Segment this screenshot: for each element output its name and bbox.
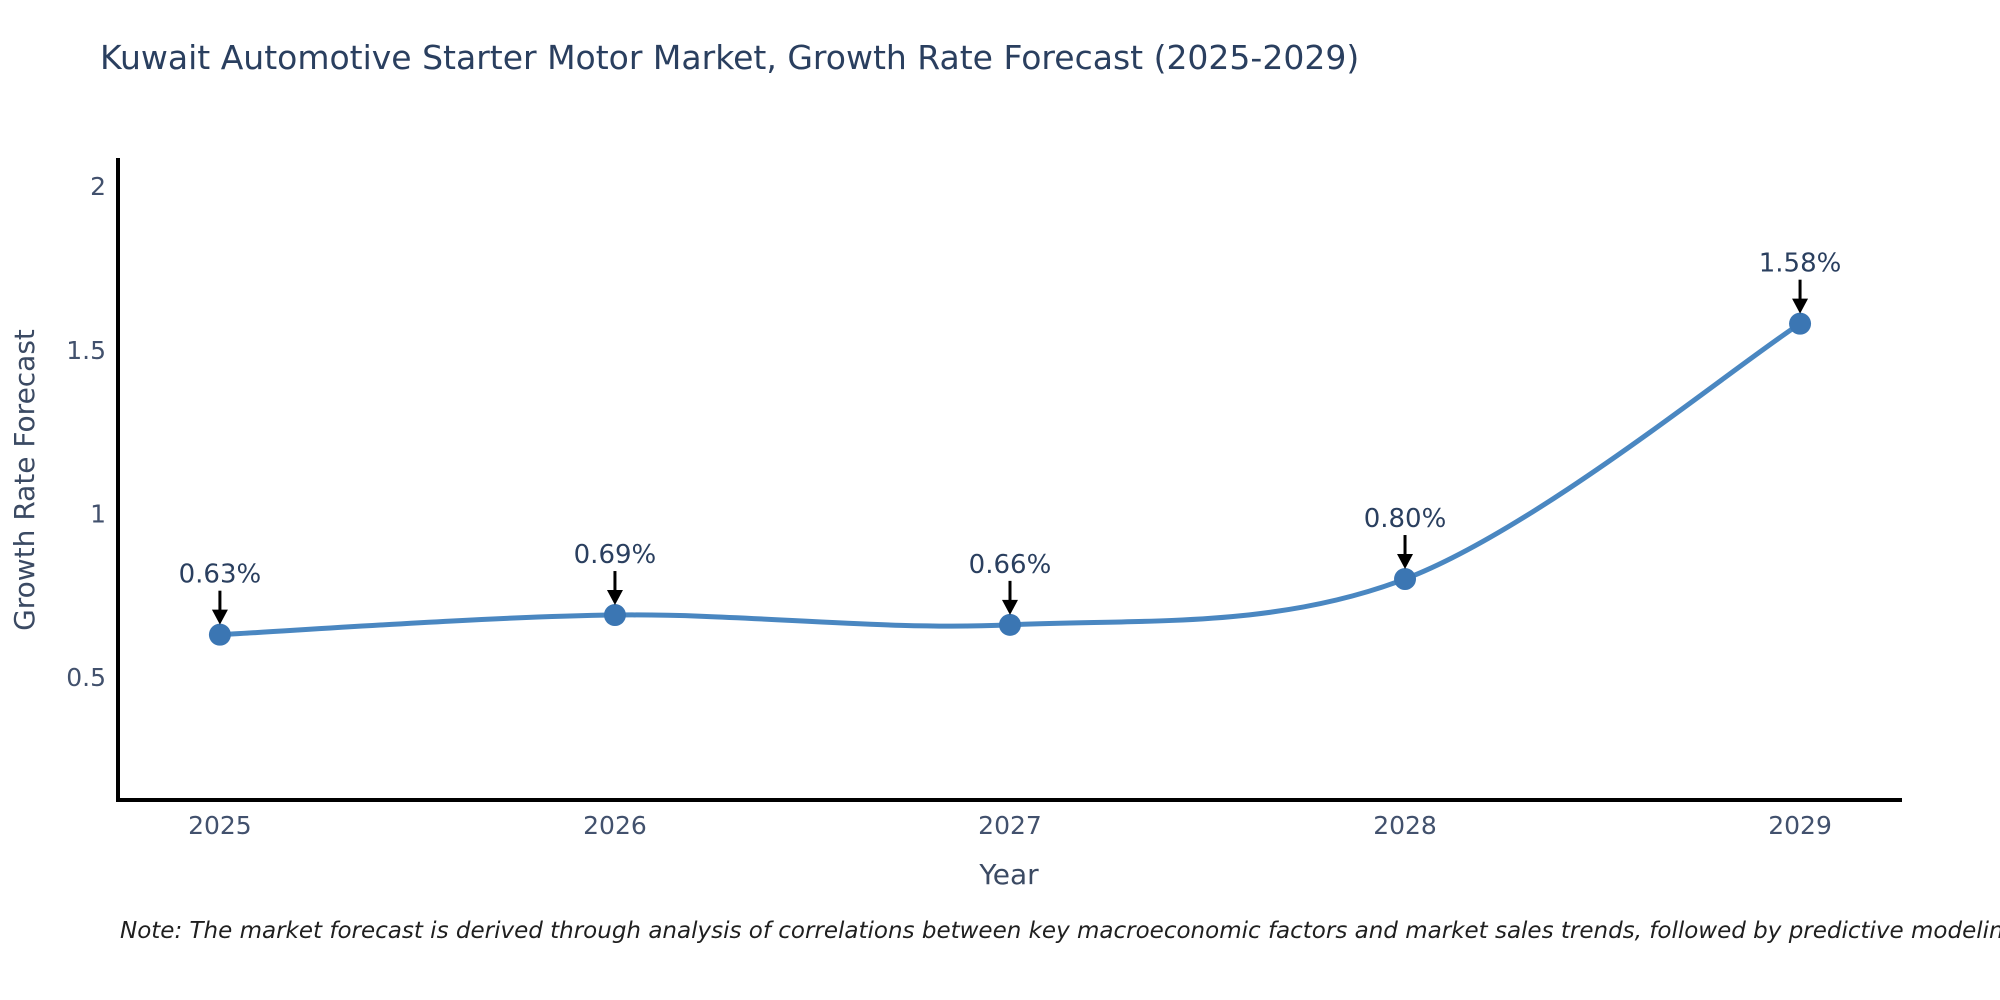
- data-point-label: 0.69%: [574, 540, 657, 570]
- data-point-label: 0.63%: [179, 560, 262, 590]
- y-tick-label: 2: [90, 172, 106, 201]
- y-tick-label: 1: [90, 500, 106, 529]
- data-point-label: 1.58%: [1759, 249, 1842, 279]
- x-tick-label: 2025: [188, 811, 252, 840]
- data-point-marker: [603, 604, 626, 627]
- annotation-arrow-head: [1792, 298, 1809, 314]
- y-tick-label: 1.5: [66, 336, 106, 365]
- data-points-group: [208, 312, 1812, 646]
- chart-footnote: Note: The market forecast is derived thr…: [120, 918, 2000, 944]
- y-tick-labels: 0.5 1 1.5 2: [66, 172, 106, 692]
- axis-spines-group: [116, 158, 1902, 802]
- data-point-marker: [1789, 312, 1812, 335]
- chart-title: Kuwait Automotive Starter Motor Market, …: [100, 38, 1360, 77]
- annotation-arrow-head: [1397, 554, 1414, 570]
- data-point-marker: [208, 623, 231, 646]
- x-tick-label: 2029: [1768, 811, 1832, 840]
- y-axis-title: Growth Rate Forecast: [8, 329, 41, 631]
- annotation-arrow-head: [211, 609, 228, 625]
- x-axis-title: Year: [978, 858, 1039, 891]
- data-point-label: 0.80%: [1364, 504, 1447, 534]
- axis-spine: [116, 158, 1902, 802]
- annotation-arrow-head: [606, 590, 623, 606]
- annotations-group: 0.63% 0.69% 0.66% 0.80% 1.58%: [179, 249, 1842, 625]
- data-point-marker: [998, 613, 1021, 636]
- annotation-arrow-head: [1001, 599, 1018, 615]
- x-tick-label: 2027: [978, 811, 1042, 840]
- data-point-label: 0.66%: [969, 550, 1052, 580]
- x-tick-label: 2028: [1373, 811, 1437, 840]
- x-tick-label: 2026: [583, 811, 647, 840]
- y-tick-label: 0.5: [66, 663, 106, 692]
- x-tick-labels: 2025 2026 2027 2028 2029: [188, 811, 1832, 840]
- data-point-marker: [1394, 568, 1417, 591]
